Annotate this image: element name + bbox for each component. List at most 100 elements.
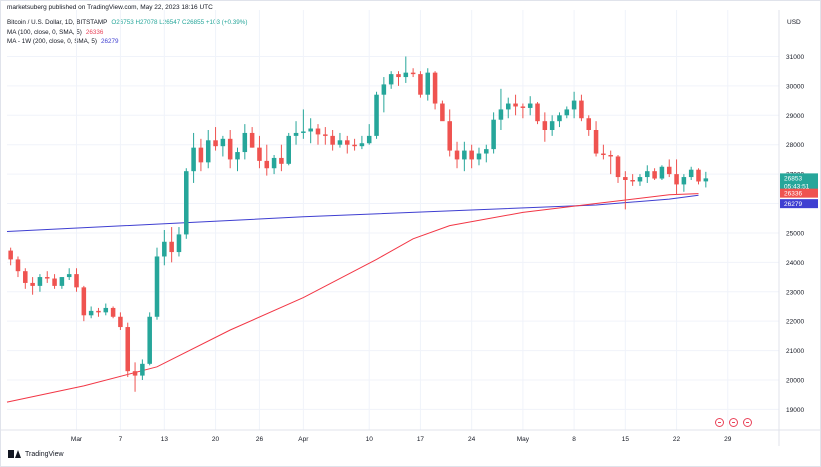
candle-body (169, 241, 174, 253)
y-tick-label: 20000 (786, 378, 804, 385)
candle-body (535, 103, 540, 122)
candle-body (432, 72, 438, 104)
y-tick-label: 29000 (786, 113, 804, 120)
candle-body (396, 74, 401, 78)
x-tick-label: 24 (468, 436, 476, 443)
candle-body (242, 132, 248, 153)
candle-body (37, 277, 43, 286)
candle-body (425, 72, 431, 95)
ma100-price-tag: 26336 (784, 191, 802, 198)
candle-body (301, 131, 306, 133)
candle-body (110, 307, 116, 317)
candle-body (681, 177, 687, 185)
footer-brand[interactable]: TradingView (8, 450, 64, 458)
candle-body (410, 72, 416, 75)
candle-body (593, 130, 599, 154)
candle-body (696, 169, 701, 182)
tradingview-logo-icon (8, 450, 21, 458)
y-tick-label: 23000 (786, 289, 804, 296)
x-tick-label: 29 (724, 436, 732, 443)
candle-body (213, 140, 218, 147)
x-tick-label: 22 (673, 436, 681, 443)
candle-body (418, 74, 423, 95)
candle-body (286, 135, 291, 164)
candle-body (440, 103, 445, 122)
x-tick-label: 20 (212, 436, 220, 443)
candle-body (403, 72, 409, 78)
y-tick-label: 24000 (786, 260, 804, 267)
legend-ma100-value: 26336 (85, 28, 104, 36)
candle-body (249, 132, 255, 148)
legend-ma200w-label: MA - 1W (200, close, 0, SMA, 5) (7, 38, 97, 45)
candle-body (645, 171, 650, 178)
candle-body (359, 143, 365, 147)
candle-body (264, 160, 270, 169)
candle-body (579, 100, 584, 119)
candle-body (154, 256, 160, 317)
candle-body (586, 118, 592, 130)
candle-body (623, 177, 628, 180)
candle-body (542, 121, 548, 130)
legend-symbol-row[interactable]: Bitcoin / U.S. Dollar, 1D, BITSTAMP O267… (7, 18, 248, 28)
last-price-tag-bg (780, 173, 818, 191)
candle-body (74, 274, 79, 288)
legend-ma200w-value: 26279 (100, 38, 119, 45)
x-tick-label: 15 (622, 436, 630, 443)
candle-body (227, 138, 233, 160)
candle-body (688, 169, 694, 178)
candle-body (374, 94, 379, 136)
candle-body (176, 234, 182, 253)
ma200w-line (6, 194, 699, 232)
candle-body (557, 115, 562, 122)
candle-body (659, 166, 665, 179)
footer-brand-label: TradingView (25, 450, 64, 458)
candle-body (96, 310, 101, 313)
event-flag-icon[interactable] (715, 418, 724, 427)
y-tick-label: 30000 (786, 83, 804, 90)
legend-ma200w-row[interactable]: MA - 1W (200, close, 0, SMA, 5) 26279 (7, 37, 248, 47)
candle-body (125, 327, 131, 372)
candle-body (257, 147, 262, 161)
candle-body (674, 174, 679, 185)
y-tick-label: 22000 (786, 319, 804, 326)
candle-body (469, 150, 474, 160)
candle-body (118, 316, 123, 328)
candle-body (198, 147, 204, 163)
chart-legend: Bitcoin / U.S. Dollar, 1D, BITSTAMP O267… (7, 18, 248, 47)
candle-body (81, 287, 87, 316)
y-tick-label: 19000 (786, 407, 804, 414)
candle-body (652, 171, 657, 179)
currency-label[interactable]: USD (787, 19, 801, 26)
legend-ohlc: O26753 H27078 L26547 C26855 +103 (+0.39%… (111, 19, 248, 26)
candle-body (330, 135, 335, 145)
candle-body (23, 271, 28, 283)
candle-body (505, 103, 511, 110)
candle-body (549, 121, 555, 130)
x-tick-label: Apr (298, 436, 309, 443)
event-flag-icon[interactable] (743, 418, 752, 427)
candle-body (491, 119, 496, 150)
candle-body (381, 84, 387, 95)
last-price-tag: 26853 (784, 175, 802, 182)
candle-body (366, 135, 372, 144)
candle-body (462, 150, 467, 160)
candle-body (703, 178, 709, 182)
candle-body (184, 171, 189, 235)
ma100-line (6, 193, 699, 403)
candle-body (132, 371, 138, 376)
candle-body (235, 152, 240, 160)
legend-ma100-row[interactable]: MA (100, close, 0, SMA, 5) 26336 (7, 28, 248, 38)
event-flag-icon[interactable] (729, 418, 738, 427)
candle-body (279, 157, 284, 164)
candle-body (52, 278, 57, 286)
candle-body (191, 147, 196, 172)
candle-body (337, 140, 343, 145)
candle-body (308, 128, 313, 132)
ma200w-price-tag-bg (780, 199, 818, 209)
ma200w-price-tag: 26279 (784, 201, 802, 208)
candle-body (513, 103, 518, 107)
candle-body (571, 100, 577, 110)
candle-body (615, 156, 621, 178)
x-tick-label: 13 (161, 436, 169, 443)
